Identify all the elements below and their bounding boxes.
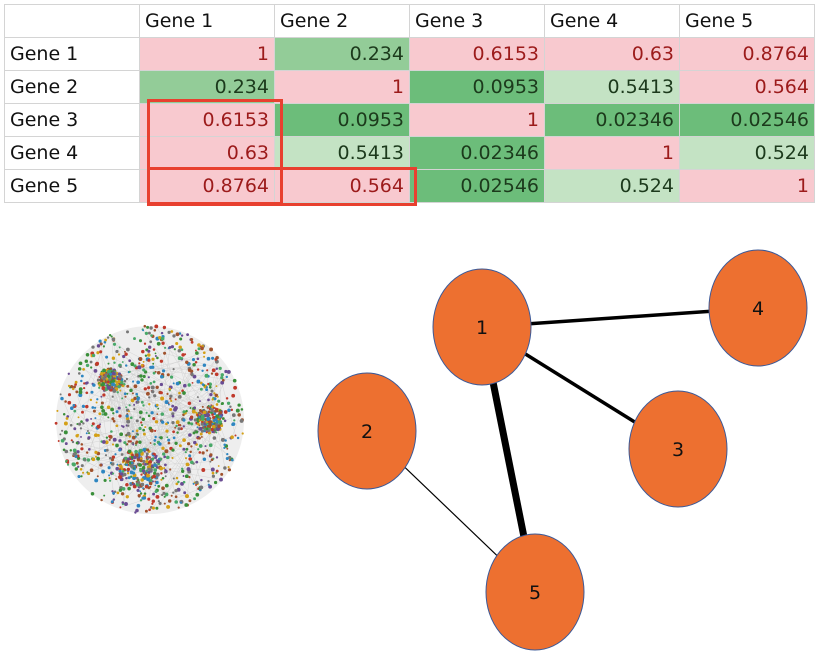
matrix-cell: 1 [274, 70, 410, 104]
matrix-cell: 1 [679, 169, 815, 203]
matrix-cell: 0.6153 [409, 37, 545, 71]
node-label: 2 [361, 421, 373, 443]
column-header-gene-2: Gene 2 [274, 4, 410, 38]
node-circle [432, 268, 532, 386]
matrix-header-row: Gene 1 Gene 2 Gene 3 Gene 4 Gene 5 [4, 4, 815, 38]
matrix-cell: 0.02546 [409, 169, 545, 203]
matrix-cell: 0.524 [544, 169, 680, 203]
matrix-cell: 1 [139, 37, 275, 71]
column-header-gene-5: Gene 5 [679, 4, 815, 38]
matrix-row: Gene 1 1 0.234 0.6153 0.63 0.8764 [4, 37, 815, 71]
matrix-cell: 0.564 [679, 70, 815, 104]
matrix-cell: 0.5413 [274, 136, 410, 170]
hairball-nodes [54, 324, 244, 514]
node-3: 3 [628, 390, 728, 508]
matrix-cell: 0.234 [274, 37, 410, 71]
matrix-cell: 0.63 [544, 37, 680, 71]
matrix-cell: 0.02346 [409, 136, 545, 170]
node-label: 1 [476, 317, 488, 339]
matrix-cell: 0.5413 [544, 70, 680, 104]
matrix-row: Gene 3 0.6153 0.0953 1 0.02346 0.02546 [4, 103, 815, 137]
network-nodes: 1 2 3 4 5 [317, 249, 808, 651]
node-circle [317, 372, 417, 490]
matrix-cell: 0.564 [274, 169, 410, 203]
row-header-gene-1: Gene 1 [4, 37, 140, 71]
node-1: 1 [432, 268, 532, 386]
matrix-cell: 1 [409, 103, 545, 137]
node-label: 4 [752, 298, 764, 320]
row-header-gene-3: Gene 3 [4, 103, 140, 137]
node-2: 2 [317, 372, 417, 490]
node-label: 5 [529, 582, 541, 604]
matrix-cell: 1 [544, 136, 680, 170]
row-header-gene-5: Gene 5 [4, 169, 140, 203]
matrix-row: Gene 5 0.8764 0.564 0.02546 0.524 1 [4, 169, 815, 203]
correlation-matrix: Gene 1 Gene 2 Gene 3 Gene 4 Gene 5 Gene … [4, 4, 815, 203]
matrix-cell: 0.6153 [139, 103, 275, 137]
matrix-cell: 0.0953 [409, 70, 545, 104]
matrix-corner-cell [4, 4, 140, 38]
node-4: 4 [708, 249, 808, 367]
matrix-cell: 0.524 [679, 136, 815, 170]
node-circle [485, 533, 585, 651]
node-label: 3 [672, 439, 684, 461]
node-circle [628, 390, 728, 508]
node-5: 5 [485, 533, 585, 651]
dense-network-hairball [54, 324, 244, 514]
row-header-gene-2: Gene 2 [4, 70, 140, 104]
matrix-cell: 0.8764 [679, 37, 815, 71]
row-header-gene-4: Gene 4 [4, 136, 140, 170]
matrix-row: Gene 4 0.63 0.5413 0.02346 1 0.524 [4, 136, 815, 170]
node-circle [708, 249, 808, 367]
matrix-cell: 0.02346 [544, 103, 680, 137]
column-header-gene-3: Gene 3 [409, 4, 545, 38]
matrix-cell: 0.02546 [679, 103, 815, 137]
